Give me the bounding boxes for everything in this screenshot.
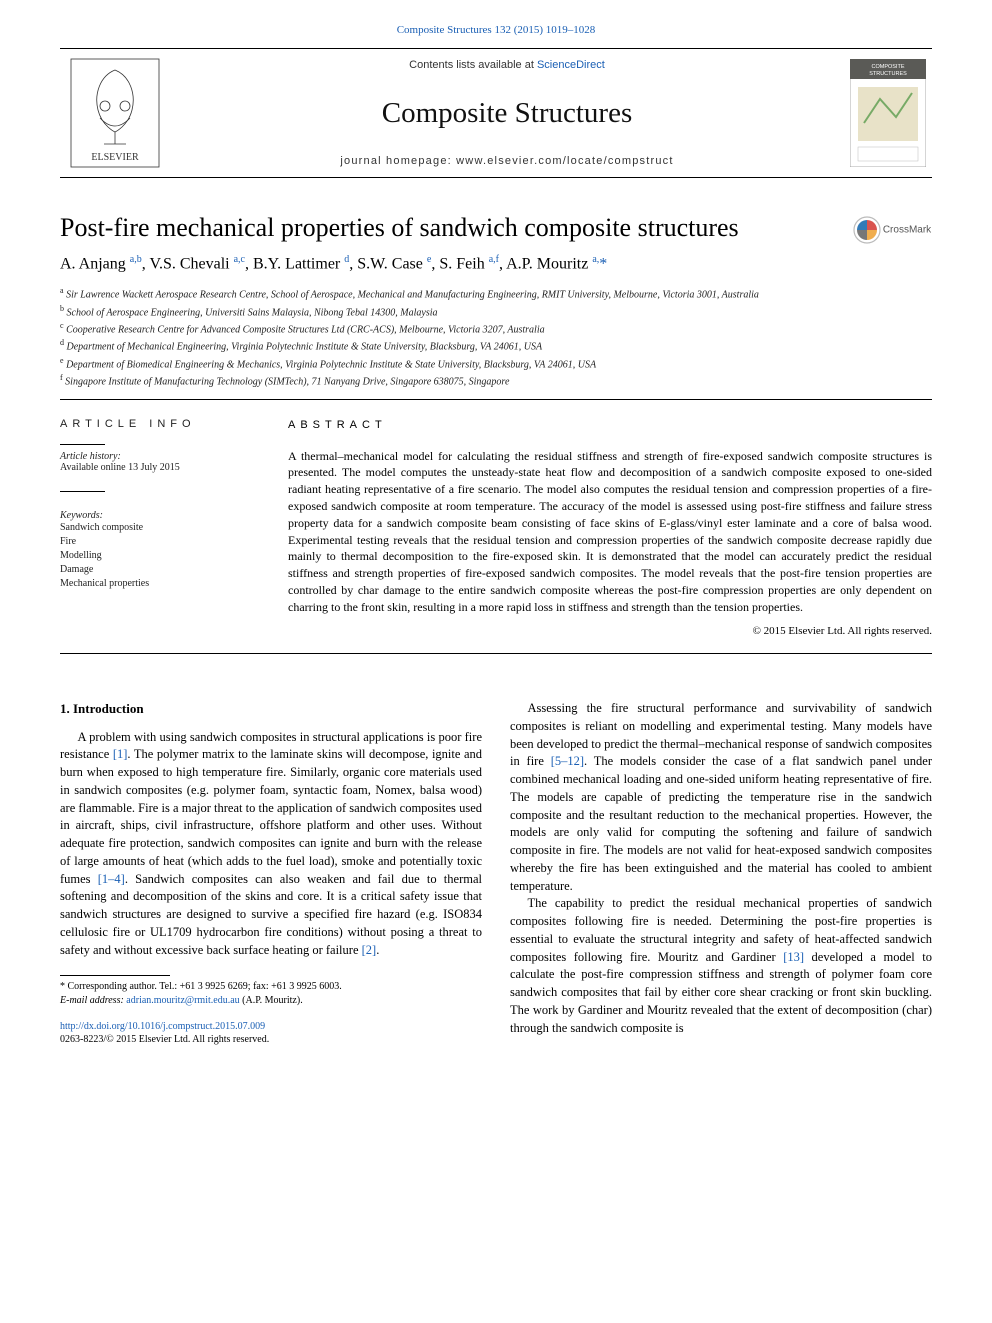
affiliations: a Sir Lawrence Wackett Aerospace Researc…: [60, 285, 932, 389]
affiliation-line: b School of Aerospace Engineering, Unive…: [60, 303, 932, 320]
article-title: Post-fire mechanical properties of sandw…: [60, 212, 852, 243]
left-column: 1. Introduction A problem with using san…: [60, 700, 482, 1046]
article-info-column: article info Article history: Available …: [60, 418, 260, 639]
abstract-text: A thermal–mechanical model for calculati…: [288, 448, 932, 616]
affiliation-line: d Department of Mechanical Engineering, …: [60, 337, 932, 354]
history-text: Available online 13 July 2015: [60, 462, 260, 473]
citation-link[interactable]: [1]: [113, 747, 128, 761]
article-info-heading: article info: [60, 418, 260, 430]
abstract-column: abstract A thermal–mechanical model for …: [288, 418, 932, 639]
citation-link[interactable]: [13]: [783, 950, 804, 964]
keywords-label: Keywords:: [60, 510, 260, 521]
sciencedirect-link[interactable]: ScienceDirect: [537, 59, 605, 71]
journal-cover-thumb[interactable]: COMPOSITE STRUCTURES: [844, 49, 932, 177]
section-heading-1: 1. Introduction: [60, 700, 482, 718]
citation-link[interactable]: [1–4]: [98, 872, 125, 886]
top-citation[interactable]: Composite Structures 132 (2015) 1019–102…: [60, 24, 932, 36]
svg-text:COMPOSITE: COMPOSITE: [871, 64, 904, 70]
body-paragraph: The capability to predict the residual m…: [510, 895, 932, 1037]
doi-link[interactable]: http://dx.doi.org/10.1016/j.compstruct.2…: [60, 1021, 265, 1032]
crossmark-badge[interactable]: CrossMark: [852, 216, 932, 244]
author-list: A. Anjang a,b, V.S. Chevali a,c, B.Y. La…: [60, 254, 932, 273]
keyword-item: Sandwich composite: [60, 521, 260, 535]
affiliation-line: f Singapore Institute of Manufacturing T…: [60, 372, 932, 389]
corr-tel-fax: * Corresponding author. Tel.: +61 3 9925…: [60, 980, 482, 994]
elsevier-logo[interactable]: ELSEVIER: [60, 49, 170, 177]
citation-link[interactable]: [5–12]: [551, 754, 584, 768]
history-label: Article history:: [60, 451, 260, 462]
body-paragraph: A problem with using sandwich composites…: [60, 729, 482, 960]
keyword-item: Damage: [60, 563, 260, 577]
affiliation-line: e Department of Biomedical Engineering &…: [60, 355, 932, 372]
body-paragraph: Assessing the fire structural performanc…: [510, 700, 932, 895]
corr-email-line: E-mail address: adrian.mouritz@rmit.edu.…: [60, 994, 482, 1008]
affiliation-line: a Sir Lawrence Wackett Aerospace Researc…: [60, 285, 932, 302]
keywords-list: Sandwich compositeFireModellingDamageMec…: [60, 521, 260, 591]
svg-text:STRUCTURES: STRUCTURES: [869, 71, 907, 77]
doi-block: http://dx.doi.org/10.1016/j.compstruct.2…: [60, 1020, 482, 1046]
journal-name: Composite Structures: [382, 97, 633, 130]
keyword-item: Fire: [60, 535, 260, 549]
corr-email-link[interactable]: adrian.mouritz@rmit.edu.au: [126, 995, 239, 1006]
body-two-column: 1. Introduction A problem with using san…: [60, 700, 932, 1046]
issn-copyright: 0263-8223/© 2015 Elsevier Ltd. All right…: [60, 1034, 269, 1045]
abstract-copyright: © 2015 Elsevier Ltd. All rights reserved…: [288, 624, 932, 639]
journal-homepage[interactable]: journal homepage: www.elsevier.com/locat…: [340, 155, 673, 167]
citation-link[interactable]: [2]: [362, 943, 377, 957]
keyword-item: Modelling: [60, 549, 260, 563]
affiliation-line: c Cooperative Research Centre for Advanc…: [60, 320, 932, 337]
abstract-heading: abstract: [288, 418, 932, 433]
right-column: Assessing the fire structural performanc…: [510, 700, 932, 1046]
contents-available-line: Contents lists available at ScienceDirec…: [409, 59, 605, 71]
corresponding-author-footnote: * Corresponding author. Tel.: +61 3 9925…: [60, 975, 482, 1008]
svg-text:ELSEVIER: ELSEVIER: [91, 152, 139, 163]
keyword-item: Mechanical properties: [60, 577, 260, 591]
header-center: Contents lists available at ScienceDirec…: [170, 49, 844, 177]
journal-header: ELSEVIER Contents lists available at Sci…: [60, 48, 932, 178]
